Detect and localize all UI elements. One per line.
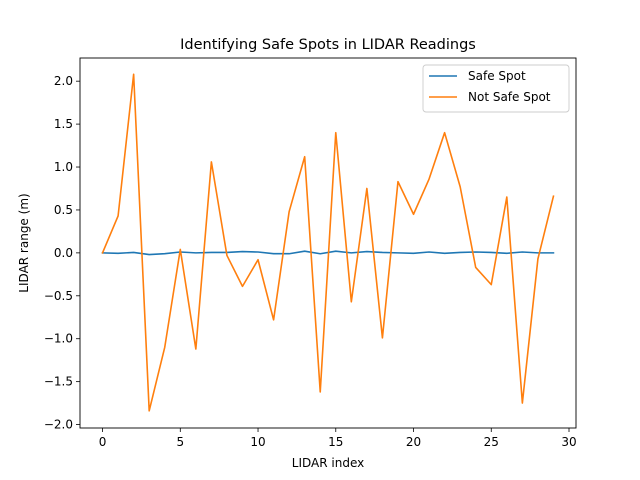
y-tick-label: 0.5 [54, 203, 73, 217]
x-tick-label: 10 [250, 435, 265, 449]
legend: Safe Spot Not Safe Spot [422, 64, 570, 113]
y-axis: −2.0 −1.5 −1.0 −0.5 0.0 0.5 1.0 1.5 2.0 [44, 74, 80, 432]
y-tick-label: 1.5 [54, 117, 73, 131]
y-tick-label: −0.5 [44, 289, 73, 303]
series-line-not-safe-spot [101, 73, 555, 412]
legend-label: Not Safe Spot [468, 90, 551, 104]
y-tick-label: 0.0 [54, 246, 73, 260]
legend-box [422, 64, 570, 113]
y-tick-label: −1.5 [44, 375, 73, 389]
y-axis-label: LIDAR range (m) [17, 193, 31, 292]
x-tick-label: 5 [176, 435, 184, 449]
y-tick-label: 1.0 [54, 160, 73, 174]
x-tick-label: 25 [484, 435, 499, 449]
y-tick-label: −2.0 [44, 418, 73, 432]
legend-label: Safe Spot [468, 69, 526, 83]
x-tick-label: 0 [99, 435, 107, 449]
axes-frame [79, 57, 577, 429]
y-tick-label: −1.0 [44, 332, 73, 346]
chart-title: Identifying Safe Spots in LIDAR Readings [180, 37, 476, 53]
x-tick-label: 30 [561, 435, 576, 449]
plot-area [101, 73, 555, 412]
x-axis: 0 5 10 15 20 25 30 [99, 428, 577, 449]
y-tick-label: 2.0 [54, 74, 73, 88]
x-tick-label: 20 [406, 435, 421, 449]
x-tick-label: 15 [328, 435, 343, 449]
x-axis-label: LIDAR index [292, 456, 364, 470]
